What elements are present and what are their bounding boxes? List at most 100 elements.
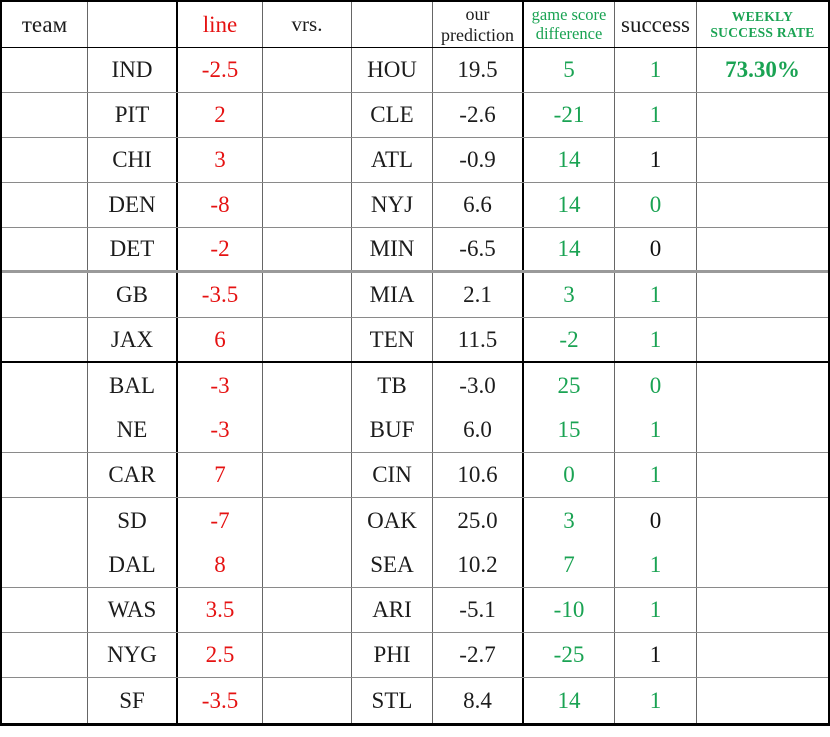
success-cell: 0 (614, 363, 696, 408)
col-header-our-prediction: our prediction (432, 2, 522, 47)
opponent-cell: TEN (351, 318, 432, 361)
opponent-cell: PHI (351, 633, 432, 677)
success-cell: 1 (614, 93, 696, 137)
team-group-cell (2, 48, 87, 92)
team-group-cell (2, 543, 87, 587)
col-header-vrs: vrs. (262, 2, 351, 47)
opponent-cell: CIN (351, 453, 432, 497)
prediction-cell: 11.5 (432, 318, 522, 361)
line-cell: -3.5 (176, 678, 262, 723)
prediction-cell: -2.6 (432, 93, 522, 137)
weekly-rate-cell (696, 138, 828, 182)
success-cell: 1 (614, 318, 696, 361)
weekly-rate-cell (696, 273, 828, 317)
success-cell: 1 (614, 543, 696, 587)
success-cell: 1 (614, 48, 696, 92)
prediction-cell: 2.1 (432, 273, 522, 317)
vrs-cell (262, 408, 351, 452)
score-difference-cell: 15 (522, 408, 614, 452)
prediction-cell: 6.6 (432, 183, 522, 227)
vrs-cell (262, 678, 351, 723)
table-row: CAR 7 CIN 10.6 0 1 (2, 453, 828, 498)
success-cell: 1 (614, 453, 696, 497)
line-cell: 3 (176, 138, 262, 182)
weekly-rate-cell (696, 408, 828, 452)
team-cell: NE (87, 408, 176, 452)
vrs-cell (262, 93, 351, 137)
team-group-cell (2, 138, 87, 182)
col-header-game-score-difference: game score difference (522, 2, 614, 47)
col-header-success: success (614, 2, 696, 47)
team-group-cell (2, 408, 87, 452)
opponent-cell: CLE (351, 93, 432, 137)
line-cell: -7 (176, 498, 262, 543)
prediction-cell: 25.0 (432, 498, 522, 543)
prediction-cell: -2.7 (432, 633, 522, 677)
vrs-cell (262, 453, 351, 497)
team-group-cell (2, 183, 87, 227)
score-difference-cell: 5 (522, 48, 614, 92)
game-score-difference-line2: difference (535, 23, 603, 43)
weekly-rate-cell (696, 183, 828, 227)
prediction-cell: 6.0 (432, 408, 522, 452)
team-group-cell (2, 273, 87, 317)
weekly-rate-cell (696, 453, 828, 497)
team-cell: BAL (87, 363, 176, 408)
table-row: GB -3.5 MIA 2.1 3 1 (2, 273, 828, 318)
table-row: NE -3 BUF 6.0 15 1 (2, 408, 828, 453)
team-group-cell (2, 228, 87, 270)
weekly-rate-cell (696, 543, 828, 587)
line-cell: 6 (176, 318, 262, 361)
success-cell: 1 (614, 588, 696, 632)
team-group-cell (2, 633, 87, 677)
line-cell: 2.5 (176, 633, 262, 677)
table-row: BAL -3 TB -3.0 25 0 (2, 363, 828, 408)
prediction-cell: 10.6 (432, 453, 522, 497)
our-prediction-line2: prediction (441, 24, 514, 45)
team-cell: DET (87, 228, 176, 270)
table-row: IND -2.5 HOU 19.5 5 1 73.30% (2, 48, 828, 93)
col-header-blank-opponent (351, 2, 432, 47)
vrs-cell (262, 498, 351, 543)
prediction-cell: 19.5 (432, 48, 522, 92)
prediction-cell: -6.5 (432, 228, 522, 270)
opponent-cell: ARI (351, 588, 432, 632)
weekly-rate-cell (696, 633, 828, 677)
line-cell: -3.5 (176, 273, 262, 317)
team-group-cell (2, 93, 87, 137)
weekly-rate-cell (696, 93, 828, 137)
vrs-cell (262, 633, 351, 677)
score-difference-cell: 0 (522, 453, 614, 497)
success-cell: 1 (614, 408, 696, 452)
team-cell: DEN (87, 183, 176, 227)
score-difference-cell: -10 (522, 588, 614, 632)
team-cell: NYG (87, 633, 176, 677)
weekly-success-rate-line2: SUCCESS RATE (710, 24, 815, 40)
opponent-cell: ATL (351, 138, 432, 182)
weekly-rate-cell (696, 498, 828, 543)
opponent-cell: MIN (351, 228, 432, 270)
score-difference-cell: 3 (522, 273, 614, 317)
vrs-cell (262, 228, 351, 270)
score-difference-cell: 14 (522, 228, 614, 270)
team-group-cell (2, 498, 87, 543)
team-group-cell (2, 318, 87, 361)
line-cell: 8 (176, 543, 262, 587)
opponent-cell: OAK (351, 498, 432, 543)
success-cell: 0 (614, 498, 696, 543)
success-cell: 0 (614, 228, 696, 270)
score-difference-cell: 14 (522, 183, 614, 227)
line-cell: -3 (176, 408, 262, 452)
table-row: PIT 2 CLE -2.6 -21 1 (2, 93, 828, 138)
our-prediction-line1: our (465, 4, 490, 25)
success-cell: 1 (614, 633, 696, 677)
team-cell: CAR (87, 453, 176, 497)
table-row: DAL 8 SEA 10.2 7 1 (2, 543, 828, 588)
success-cell: 1 (614, 678, 696, 723)
team-group-cell (2, 678, 87, 723)
score-difference-cell: 14 (522, 138, 614, 182)
opponent-cell: HOU (351, 48, 432, 92)
col-header-team: теам (21, 11, 68, 37)
